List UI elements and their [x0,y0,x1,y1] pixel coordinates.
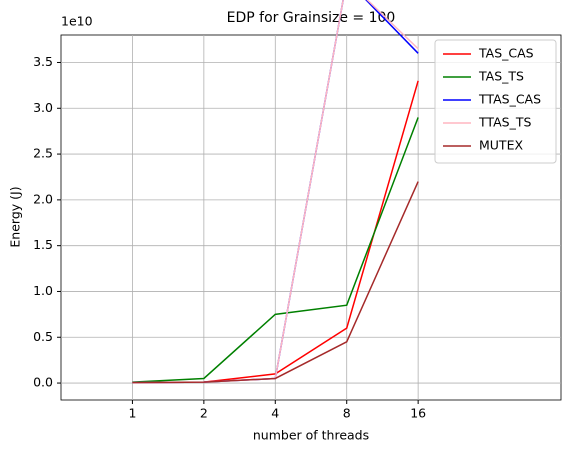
legend-label: TTAS_TS [478,115,531,130]
y-tick-label: 2.0 [33,191,53,206]
y-tick-label: 3.0 [33,100,53,115]
y-offset-label: 1e10 [61,14,93,29]
legend-label: TTAS_CAS [478,92,541,107]
x-tick-label: 1 [128,406,136,421]
legend-box [434,39,557,164]
y-tick-label: 1.0 [33,283,53,298]
legend-label: TAS_TS [478,69,524,84]
legend-label: MUTEX [479,138,523,153]
y-tick-label: 0.5 [33,329,53,344]
x-axis-label: number of threads [253,428,369,443]
y-tick-label: 2.5 [33,146,53,161]
x-tick-label: 4 [271,406,279,421]
line [132,117,419,383]
grid [61,35,561,400]
plot-frame [60,34,562,401]
y-axis-label: Energy (J) [8,186,23,247]
legend-label: TAS_CAS [478,46,534,61]
y-tick-label: 1.5 [33,237,53,252]
y-tick-label: 0.0 [33,375,53,390]
y-tick-label: 3.5 [33,54,53,69]
chart-title: EDP for Grainsize = 100 [227,10,396,26]
x-tick-label: 16 [410,406,426,421]
line [132,181,419,384]
x-tick-label: 2 [200,406,208,421]
x-tick-label: 8 [343,406,351,421]
